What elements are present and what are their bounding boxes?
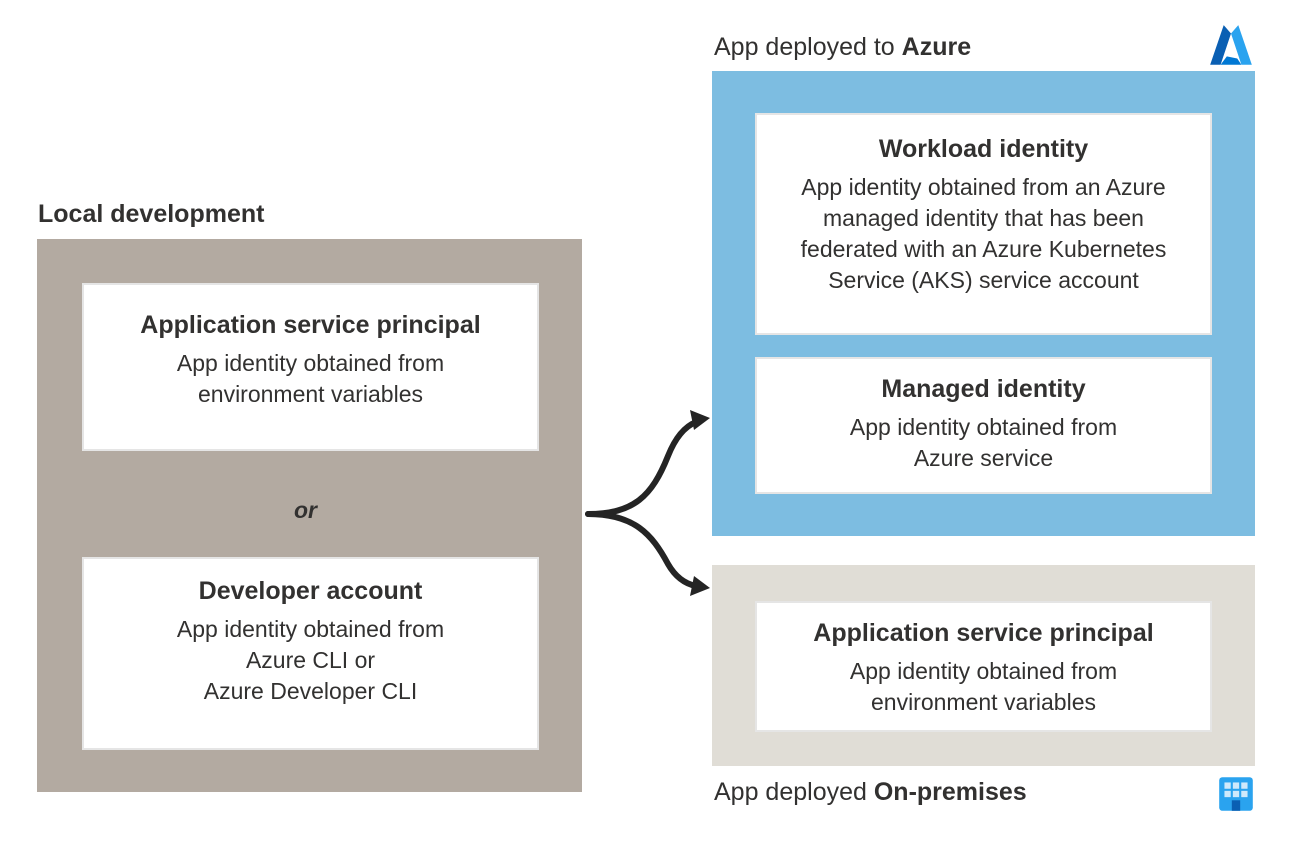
card-title: Developer account xyxy=(84,575,537,608)
azure-logo-icon xyxy=(1206,21,1256,71)
card-title: Application service principal xyxy=(757,617,1210,650)
onprem-label: App deployed On-premises xyxy=(714,778,1027,807)
azure-label-bold: Azure xyxy=(902,33,971,61)
onprem-label-prefix: App deployed xyxy=(714,778,874,806)
azure-card-managed-identity: Managed identity App identity obtained f… xyxy=(755,357,1212,494)
building-icon xyxy=(1215,773,1257,815)
azure-card-workload-identity: Workload identity App identity obtained … xyxy=(755,113,1212,335)
card-body: App identity obtained from environment v… xyxy=(84,348,537,410)
fork-arrow-icon xyxy=(582,396,716,612)
local-card-app-service-principal: Application service principal App identi… xyxy=(82,283,539,451)
card-body: App identity obtained from an Azure mana… xyxy=(757,172,1210,296)
local-dev-label: Local development xyxy=(38,200,264,229)
card-body: App identity obtained from environment v… xyxy=(757,656,1210,718)
or-separator: or xyxy=(294,497,317,524)
card-title: Application service principal xyxy=(84,309,537,342)
azure-label-prefix: App deployed to xyxy=(714,33,902,61)
azure-label: App deployed to Azure xyxy=(714,33,971,62)
diagram-canvas: Local development Application service pr… xyxy=(0,0,1303,851)
card-title: Managed identity xyxy=(757,373,1210,406)
onprem-card-app-service-principal: Application service principal App identi… xyxy=(755,601,1212,732)
card-title: Workload identity xyxy=(757,133,1210,166)
card-body: App identity obtained from Azure service xyxy=(757,412,1210,474)
card-body: App identity obtained from Azure CLI or … xyxy=(84,614,537,707)
local-card-developer-account: Developer account App identity obtained … xyxy=(82,557,539,750)
onprem-label-bold: On-premises xyxy=(874,778,1027,806)
